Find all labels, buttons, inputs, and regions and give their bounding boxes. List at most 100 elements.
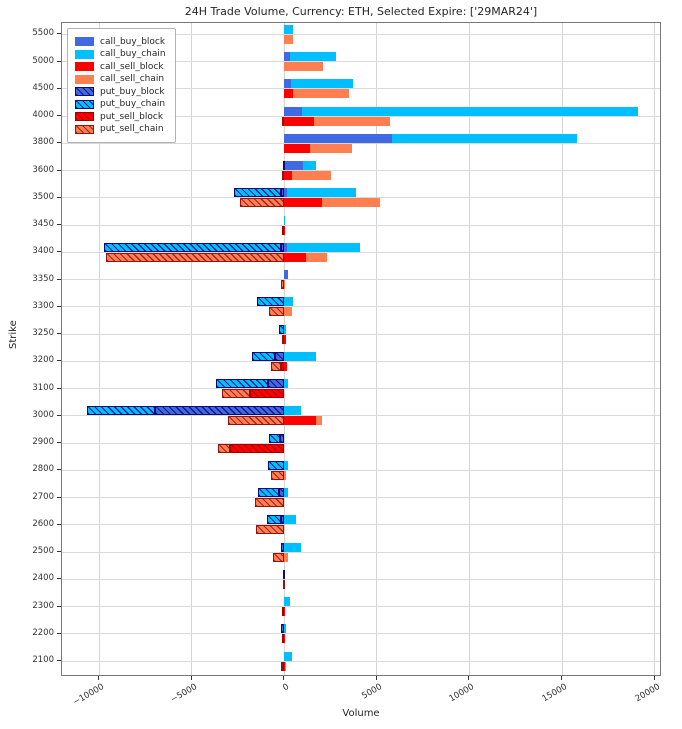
y-tick-mark	[57, 169, 61, 171]
bar-segment-call_buy_block-4500	[284, 79, 291, 89]
y-tick-mark	[57, 414, 61, 416]
bar-segment-call_sell_block-3450	[284, 225, 286, 235]
bar-segment-put_buy_chain-2400	[283, 569, 286, 579]
bar-segment-call_buy_chain-3250	[284, 324, 287, 334]
y-gridline	[62, 578, 660, 580]
bar-segment-call_buy_chain-3300	[284, 297, 294, 307]
bar-segment-call_buy_chain-3200	[284, 351, 316, 361]
x-tick-label: −10000	[71, 682, 107, 708]
bar-segment-call_sell_chain-3000	[315, 416, 323, 426]
y-gridline	[62, 388, 660, 390]
bar-segment-call_buy_chain-3000	[284, 406, 301, 416]
legend-label: call_sell_chain	[100, 74, 165, 84]
legend-swatch-put_sell_block	[75, 112, 94, 121]
bar-segment-put_sell_chain-2900	[218, 443, 230, 453]
legend-item-call_sell_block: call_sell_block	[75, 62, 166, 72]
bar-segment-call_sell_block-4500	[284, 89, 293, 99]
legend-swatch-put_buy_chain	[75, 99, 94, 109]
bar-segment-put_buy_chain-2600	[266, 515, 282, 525]
legend-item-call_sell_chain: call_sell_chain	[75, 74, 166, 84]
x-gridline	[376, 23, 378, 675]
plot-area: call_buy_block call_buy_chain call_sell_bl…	[61, 22, 661, 676]
bar-segment-put_buy_block-2700	[278, 488, 285, 498]
bar-segment-put_sell_chain-4000	[282, 116, 285, 126]
bar-segment-call_sell_block-2200	[284, 634, 286, 644]
y-tick-mark	[57, 333, 61, 335]
bar-segment-put_sell_chain-3200	[271, 361, 282, 371]
x-tick-mark	[98, 676, 100, 680]
bar-segment-call_buy_block-3500	[284, 188, 287, 198]
x-tick-label: 15000	[540, 682, 569, 705]
bar-segment-put_sell_block-3100	[249, 389, 285, 399]
y-tick-mark	[57, 632, 61, 634]
y-tick-label: 5500	[32, 28, 54, 39]
bar-segment-call_sell_chain-3350	[284, 280, 286, 290]
y-tick-label: 2400	[32, 573, 54, 584]
x-tick-label: 20000	[633, 682, 662, 705]
y-gridline	[62, 306, 660, 308]
y-tick-label: 4500	[32, 82, 54, 93]
bar-segment-call_sell_chain-3300	[284, 307, 292, 317]
y-gridline	[62, 497, 660, 499]
bar-segment-put_buy_block-3400	[281, 242, 285, 252]
y-gridline	[62, 279, 660, 281]
y-tick-mark	[57, 578, 61, 580]
y-gridline	[62, 251, 660, 253]
y-tick-mark	[57, 605, 61, 607]
legend-swatch-put_buy_block	[75, 87, 94, 96]
bar-segment-call_buy_block-3400	[284, 242, 287, 252]
y-tick-label: 5000	[32, 55, 54, 66]
bar-segment-call_buy_chain-2800	[284, 460, 288, 470]
y-gridline	[62, 61, 660, 63]
bar-segment-call_buy_chain-3600	[302, 161, 316, 171]
bar-segment-put_buy_block-2200	[280, 624, 285, 634]
bar-segment-put_sell_chain-3500	[239, 198, 285, 208]
legend-label: call_sell_block	[100, 61, 164, 72]
legend-item-put_sell_block: put_sell_block	[75, 112, 166, 122]
bar-segment-put_buy_chain-3000	[87, 406, 155, 416]
y-tick-label: 3800	[32, 137, 54, 148]
y-tick-label: 2300	[32, 600, 54, 611]
bar-segment-put_buy_chain-3100	[215, 379, 268, 389]
y-tick-label: 3600	[32, 164, 54, 175]
legend-label: put_buy_chain	[100, 99, 166, 109]
y-tick-label: 3100	[32, 382, 54, 393]
y-tick-label: 2100	[32, 655, 54, 666]
bar-segment-call_sell_chain-5000	[284, 62, 324, 72]
bar-segment-put_sell_chain-2800	[271, 470, 285, 480]
y-tick-label: 3450	[32, 219, 54, 230]
bar-segment-call_sell_chain-3600	[291, 171, 331, 181]
y-gridline	[62, 606, 660, 608]
legend-item-put_buy_chain: put_buy_chain	[75, 99, 166, 109]
x-tick-mark	[653, 676, 655, 680]
bar-segment-call_sell_block-3000	[284, 416, 316, 426]
y-gridline	[62, 88, 660, 90]
x-gridline	[283, 23, 285, 675]
bar-segment-put_sell_chain-3400	[106, 252, 285, 262]
y-gridline	[62, 197, 660, 199]
legend-item-put_buy_block: put_buy_block	[75, 87, 166, 97]
bar-segment-put_sell_chain-2400	[283, 579, 286, 589]
x-gridline	[561, 23, 563, 675]
y-tick-label: 2700	[32, 491, 54, 502]
bar-segment-call_buy_chain-3450	[284, 215, 286, 225]
y-tick-mark	[57, 551, 61, 553]
bar-segment-put_buy_chain-2700	[258, 488, 279, 498]
legend-label: call_buy_block	[100, 36, 166, 47]
y-gridline	[62, 142, 660, 144]
bar-segment-put_sell_chain-3000	[227, 416, 285, 426]
bar-segment-call_buy_block-4000	[284, 106, 302, 116]
bar-segment-put_sell_block-3450	[282, 225, 285, 235]
bar-segment-call_sell_chain-3800	[310, 143, 352, 153]
bar-segment-call_buy_chain-3800	[391, 133, 577, 143]
x-tick-mark	[375, 676, 377, 680]
bar-segment-put_sell_chain-3350	[280, 280, 285, 290]
bar-segment-put_buy_chain-3500	[234, 188, 281, 198]
bar-segment-call_sell_block-3200	[284, 361, 287, 371]
y-tick-label: 4000	[32, 110, 54, 121]
bar-segment-call_buy_block-3800	[284, 133, 392, 143]
y-tick-label: 2800	[32, 464, 54, 475]
bar-segment-put_sell_block-2100	[282, 661, 285, 671]
y-tick-mark	[57, 496, 61, 498]
legend-item-put_sell_chain: put_sell_chain	[75, 124, 166, 134]
